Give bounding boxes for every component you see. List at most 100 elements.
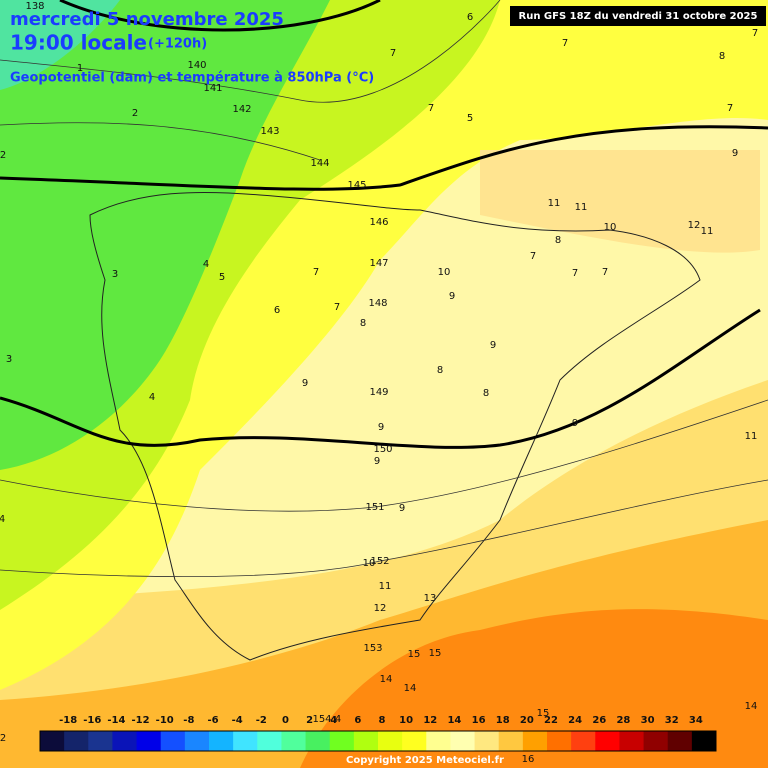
legend-label: -8 bbox=[183, 715, 194, 726]
legend-swatch bbox=[571, 731, 596, 751]
legend-label: 26 bbox=[592, 715, 606, 726]
temperature-label: 11 bbox=[548, 198, 561, 209]
geopotential-label: 144 bbox=[310, 158, 329, 169]
legend-swatch bbox=[667, 731, 693, 751]
geopotential-label: 149 bbox=[369, 387, 388, 398]
temperature-label: 5 bbox=[219, 272, 225, 283]
temperature-label: 7 bbox=[390, 48, 396, 59]
geopotential-label: 141 bbox=[203, 83, 222, 94]
temperature-label: 12 bbox=[374, 603, 387, 614]
legend-frame bbox=[39, 730, 717, 752]
temperature-label: 2 bbox=[132, 108, 138, 119]
subtitle: Geopotentiel (dam) et température à 850h… bbox=[10, 71, 374, 86]
temperature-label: 8 bbox=[483, 388, 489, 399]
temperature-label: 11 bbox=[745, 431, 758, 442]
legend-label: 32 bbox=[665, 715, 679, 726]
temperature-label: 10 bbox=[604, 222, 617, 233]
temperature-label: 14 bbox=[404, 683, 417, 694]
temperature-label: 2 bbox=[0, 150, 6, 161]
temperature-label: 6 bbox=[274, 305, 280, 316]
legend-label: -18 bbox=[59, 715, 77, 726]
legend-label: 0 bbox=[282, 715, 289, 726]
temperature-label: 9 bbox=[374, 456, 380, 467]
temperature-label: 7 bbox=[334, 302, 340, 313]
legend-swatch bbox=[305, 731, 331, 751]
legend-label: -2 bbox=[256, 715, 267, 726]
temperature-label: 11 bbox=[701, 226, 714, 237]
legend-swatch bbox=[64, 731, 89, 751]
legend-swatch bbox=[547, 731, 572, 751]
legend-label: 10 bbox=[399, 715, 413, 726]
legend-label: -16 bbox=[83, 715, 101, 726]
temperature-label: 8 bbox=[555, 235, 561, 246]
legend-swatch bbox=[209, 731, 234, 751]
geopotential-label: 138 bbox=[25, 1, 44, 12]
legend-swatch bbox=[498, 731, 524, 751]
temperature-label: 11 bbox=[379, 581, 392, 592]
temperature-label: 7 bbox=[562, 38, 568, 49]
temperature-label: 2 bbox=[0, 733, 6, 744]
temperature-label: 15 bbox=[537, 708, 550, 719]
legend-label: 4 bbox=[330, 715, 337, 726]
legend-label: -4 bbox=[232, 715, 243, 726]
legend-label: 20 bbox=[520, 715, 534, 726]
legend-label: 22 bbox=[544, 715, 558, 726]
temperature-label: 9 bbox=[302, 378, 308, 389]
temperature-label: 3 bbox=[6, 354, 12, 365]
temperature-label: 15 bbox=[408, 649, 421, 660]
temperature-label: 6 bbox=[467, 12, 473, 23]
legend-swatch bbox=[426, 731, 451, 751]
legend-swatch bbox=[257, 731, 282, 751]
geopotential-label: 145 bbox=[347, 180, 366, 191]
temperature-label: 9 bbox=[732, 148, 738, 159]
temperature-label: 9 bbox=[449, 291, 455, 302]
legend-swatch bbox=[40, 731, 65, 751]
temperature-label: 4 bbox=[149, 392, 155, 403]
legend-swatch bbox=[281, 731, 307, 751]
temperature-label: 8 bbox=[437, 365, 443, 376]
legend-swatch bbox=[329, 731, 355, 751]
temperature-label: 9 bbox=[378, 422, 384, 433]
temperature-label: 8 bbox=[360, 318, 366, 329]
temperature-label: 9 bbox=[399, 503, 405, 514]
temperature-label: 7 bbox=[727, 103, 733, 114]
legend-label: 12 bbox=[423, 715, 437, 726]
temperature-label: 13 bbox=[424, 593, 437, 604]
geopotential-label: 146 bbox=[369, 217, 388, 228]
temperature-label: 7 bbox=[752, 28, 758, 39]
geopotential-label: 148 bbox=[368, 298, 387, 309]
coastlines bbox=[89, 191, 701, 661]
geopotential-label: 152 bbox=[370, 556, 389, 567]
legend-label: -10 bbox=[156, 715, 174, 726]
temperature-label: 4 bbox=[203, 259, 209, 270]
legend-swatch bbox=[378, 731, 403, 751]
legend-label: -6 bbox=[207, 715, 218, 726]
run-info: Run GFS 18Z du vendredi 31 octobre 2025 bbox=[519, 11, 758, 22]
geopotential-label: 140 bbox=[187, 60, 206, 71]
legend-label: 14 bbox=[447, 715, 461, 726]
geopotential-label: 151 bbox=[365, 502, 384, 513]
legend-swatch bbox=[474, 731, 500, 751]
temperature-label: 7 bbox=[530, 251, 536, 262]
temperature-label: 14 bbox=[745, 701, 758, 712]
temperature-label: 9 bbox=[572, 418, 578, 429]
legend-swatch bbox=[402, 731, 427, 751]
legend-swatch bbox=[595, 731, 620, 751]
temperature-label: 7 bbox=[602, 267, 608, 278]
geopotential-label: 147 bbox=[369, 258, 388, 269]
legend-swatch bbox=[233, 731, 258, 751]
legend-swatch bbox=[353, 731, 379, 751]
temperature-label: 1 bbox=[77, 63, 83, 74]
temperature-label: 9 bbox=[490, 340, 496, 351]
temperature-label: 7 bbox=[572, 268, 578, 279]
temperature-label: 7 bbox=[313, 267, 319, 278]
temperature-label: 7 bbox=[428, 103, 434, 114]
temperature-label: 12 bbox=[688, 220, 701, 231]
legend-label: 2 bbox=[306, 715, 313, 726]
temperature-label: 14 bbox=[380, 674, 393, 685]
legend-swatch bbox=[184, 731, 210, 751]
